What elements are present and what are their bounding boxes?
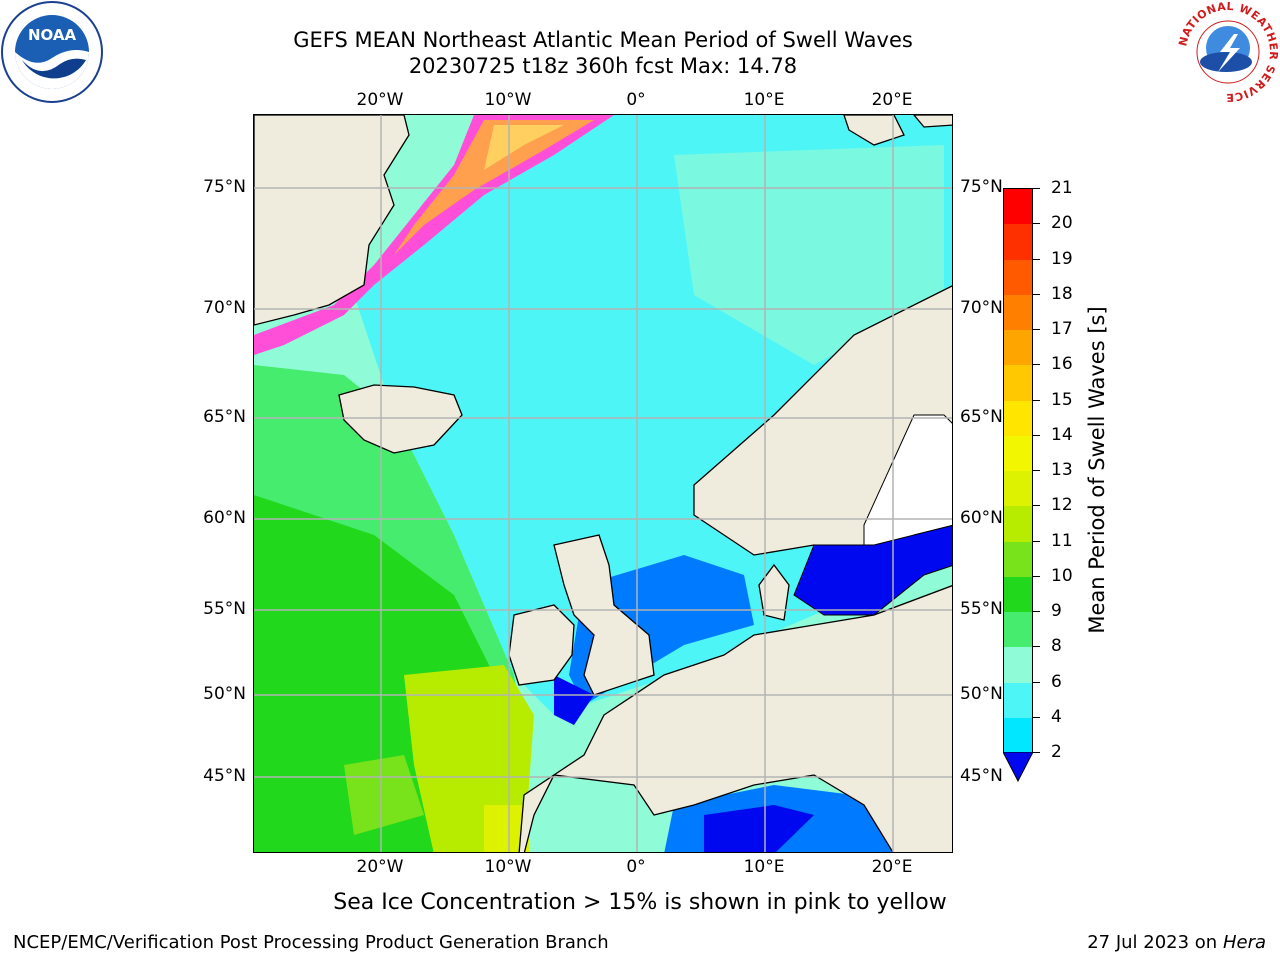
colorbar-segment: [1004, 365, 1032, 401]
lat-label-right: 55°N: [960, 599, 1003, 619]
lon-label-top: 10°W: [484, 90, 532, 110]
colorbar-extend-triangle: [1003, 752, 1033, 782]
colorbar-tick: [1032, 575, 1040, 577]
colorbar-tick: [1032, 505, 1040, 507]
graticule: [254, 115, 952, 852]
colorbar-tick-label: 14: [1051, 424, 1073, 445]
colorbar-tick-label: 13: [1051, 460, 1073, 480]
colorbar-segment: [1004, 400, 1032, 437]
colorbar-tick-label: 9: [1051, 601, 1062, 621]
colorbar-segment: [1004, 612, 1032, 648]
colorbar-segment: [1004, 189, 1032, 225]
colorbar-tick-label: 18: [1051, 283, 1073, 304]
colorbar-label: Mean Period of Swell Waves [s]: [1085, 306, 1109, 634]
chart-title: GEFS MEAN Northeast Atlantic Mean Period…: [293, 28, 913, 52]
colorbar-segment: [1004, 330, 1032, 366]
colorbar-tick: [1032, 434, 1040, 436]
ireland-land: [508, 604, 575, 686]
lon-label-bottom: 20°E: [871, 857, 913, 877]
colorbar-segment: [1004, 294, 1032, 331]
colorbar-tick-label: 16: [1051, 354, 1073, 375]
lon-label-top: 20°W: [356, 90, 404, 110]
lat-label-right: 45°N: [960, 766, 1003, 786]
chart-subtitle: 20230725 t18z 360h fcst Max: 14.78: [408, 54, 798, 78]
lon-label-top: 20°E: [871, 90, 913, 110]
colorbar-tick-label: 8: [1051, 636, 1062, 657]
colorbar-segment: [1004, 506, 1032, 542]
colorbar-segment: [1004, 471, 1032, 507]
colorbar-tick: [1032, 716, 1040, 718]
colorbar-tick-label: 6: [1051, 671, 1062, 692]
colorbar-tick: [1032, 611, 1040, 612]
land-masses: [254, 115, 952, 852]
colorbar-tick: [1032, 752, 1040, 753]
colorbar-tick: [1032, 258, 1040, 260]
colorbar-tick: [1032, 293, 1040, 295]
lat-label-left: 70°N: [203, 298, 246, 318]
lat-label-right: 50°N: [960, 684, 1003, 704]
lat-label-right: 65°N: [960, 407, 1003, 427]
colorbar-segment: [1004, 435, 1032, 472]
lon-label-bottom: 0°: [626, 857, 646, 877]
colorbar-tick-label: 20: [1051, 213, 1073, 234]
colorbar-tick-label: 4: [1051, 706, 1062, 727]
lat-label-left: 75°N: [203, 177, 246, 197]
lat-label-right: 75°N: [960, 177, 1003, 197]
svg-text:NOAA: NOAA: [28, 26, 77, 44]
europe-land: [518, 585, 952, 852]
colorbar-tick: [1032, 681, 1040, 683]
lon-label-top: 10°E: [743, 90, 785, 110]
lon-label-bottom: 10°W: [484, 857, 532, 877]
lat-label-left: 65°N: [203, 407, 246, 427]
lon-label-bottom: 10°E: [743, 857, 785, 877]
colorbar-segment: [1004, 717, 1032, 754]
lat-label-left: 55°N: [203, 599, 246, 619]
colorbar-tick-label: 17: [1051, 319, 1073, 339]
colorbar-tick-label: 11: [1051, 530, 1073, 551]
colorbar-tick: [1032, 188, 1040, 189]
noaa-logo-icon: NOAA: [0, 0, 104, 108]
lat-label-left: 50°N: [203, 684, 246, 704]
colorbar-tick-label: 12: [1051, 495, 1073, 516]
colorbar-segment: [1004, 576, 1032, 613]
greenland-land: [254, 115, 410, 326]
lat-label-right: 70°N: [960, 298, 1003, 318]
footer-credit: NCEP/EMC/Verification Post Processing Pr…: [13, 932, 609, 953]
iceland-land: [338, 384, 463, 454]
colorbar-tick: [1032, 470, 1040, 471]
lat-label-left: 45°N: [203, 766, 246, 786]
colorbar-tick-label: 19: [1051, 248, 1073, 269]
colorbar-tick-label: 21: [1051, 178, 1073, 198]
colorbar-tick: [1032, 329, 1040, 330]
colorbar-tick: [1032, 364, 1040, 366]
lon-label-bottom: 20°W: [356, 857, 404, 877]
colorbar-tick-label: 15: [1051, 389, 1073, 410]
map-panel: [253, 114, 953, 853]
colorbar-segment: [1004, 541, 1032, 578]
colorbar-tick-label: 10: [1051, 565, 1073, 586]
colorbar-tick-label: 2: [1051, 742, 1062, 762]
colorbar-tick: [1032, 646, 1040, 648]
lat-label-left: 60°N: [203, 508, 246, 528]
colorbar-segment: [1004, 224, 1032, 260]
nws-logo-icon: NATIONAL WEATHER SERVICE: [1176, 0, 1280, 108]
footer-machine: Hera: [1222, 932, 1266, 953]
colorbar-tick: [1032, 540, 1040, 542]
footer-date: 27 Jul 2023 on Hera: [1087, 932, 1266, 953]
sea-ice-note: Sea Ice Concentration > 15% is shown in …: [333, 890, 947, 915]
colorbar-segment: [1004, 259, 1032, 296]
lon-label-top: 0°: [626, 90, 646, 110]
colorbar-tick: [1032, 399, 1040, 401]
colorbar: [1003, 188, 1033, 754]
colorbar-segment: [1004, 647, 1032, 683]
colorbar-segment: [1004, 682, 1032, 719]
colorbar-tick: [1032, 223, 1040, 225]
lat-label-right: 60°N: [960, 508, 1003, 528]
